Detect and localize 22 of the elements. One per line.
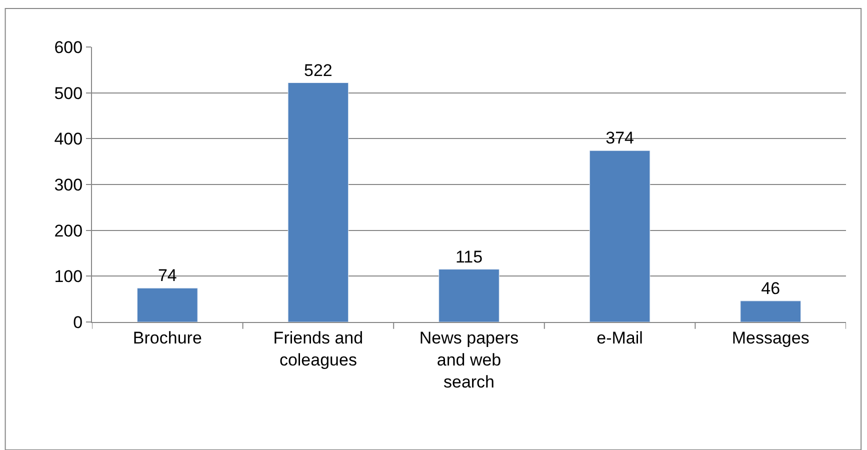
y-tick-label: 300 (54, 175, 83, 194)
bar (438, 269, 500, 322)
bar (740, 300, 802, 322)
y-tick-label: 200 (54, 221, 83, 240)
data-label: 115 (455, 247, 483, 266)
x-tick-label: Friends and coleagues (273, 328, 364, 370)
bar (589, 150, 650, 322)
data-label: 46 (761, 278, 780, 298)
x-tick-label: Brochure (132, 328, 202, 348)
data-label: 374 (606, 128, 634, 148)
data-label: 74 (158, 266, 177, 286)
y-tick-label: 500 (54, 84, 83, 103)
x-tick-label: News papers and web search (419, 328, 519, 392)
y-tick-label: 100 (54, 267, 83, 286)
x-tick-label: Messages (732, 328, 810, 348)
y-tick-label: 600 (54, 38, 83, 57)
data-label: 522 (304, 60, 332, 80)
bar (288, 82, 349, 322)
x-tick-label: e-Mail (596, 328, 643, 348)
y-tick-label: 400 (54, 130, 83, 149)
y-tick-label: 0 (73, 312, 83, 332)
bar (136, 288, 198, 322)
